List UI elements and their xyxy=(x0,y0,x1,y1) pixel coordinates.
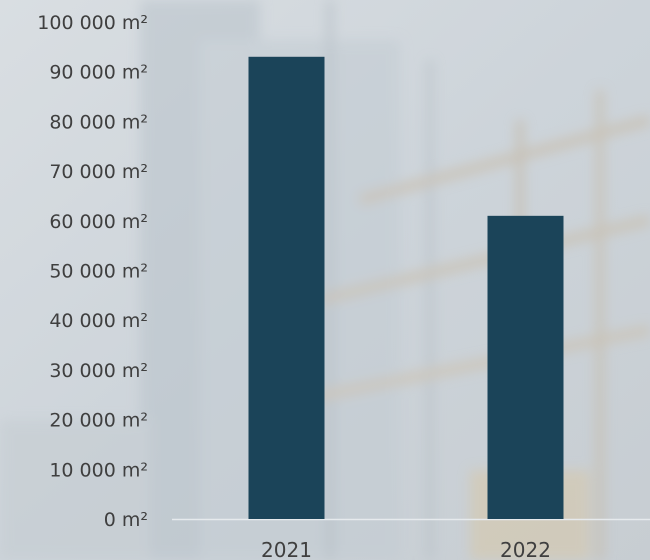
bar-2021[interactable] xyxy=(248,56,325,519)
x-axis: 2021 2022 xyxy=(261,538,551,560)
y-tick-label: 80 000 m² xyxy=(49,111,148,133)
x-tick-label: 2022 xyxy=(500,538,551,560)
y-tick-label: 90 000 m² xyxy=(49,62,148,84)
x-tick-label: 2021 xyxy=(261,538,312,560)
y-tick-label: 40 000 m² xyxy=(49,310,148,332)
bars xyxy=(248,56,564,519)
y-tick-label: 60 000 m² xyxy=(49,211,148,233)
y-axis: 0 m² 10 000 m² 20 000 m² 30 000 m² 40 000 m²… xyxy=(37,12,148,531)
y-tick-label: 70 000 m² xyxy=(49,161,148,183)
y-tick-label: 10 000 m² xyxy=(49,459,148,481)
y-tick-label: 0 m² xyxy=(104,509,148,531)
y-tick-label: 30 000 m² xyxy=(49,360,148,382)
y-tick-label: 100 000 m² xyxy=(37,12,148,34)
y-tick-label: 20 000 m² xyxy=(49,410,148,432)
bar-2022[interactable] xyxy=(487,215,564,519)
y-tick-label: 50 000 m² xyxy=(49,261,148,283)
